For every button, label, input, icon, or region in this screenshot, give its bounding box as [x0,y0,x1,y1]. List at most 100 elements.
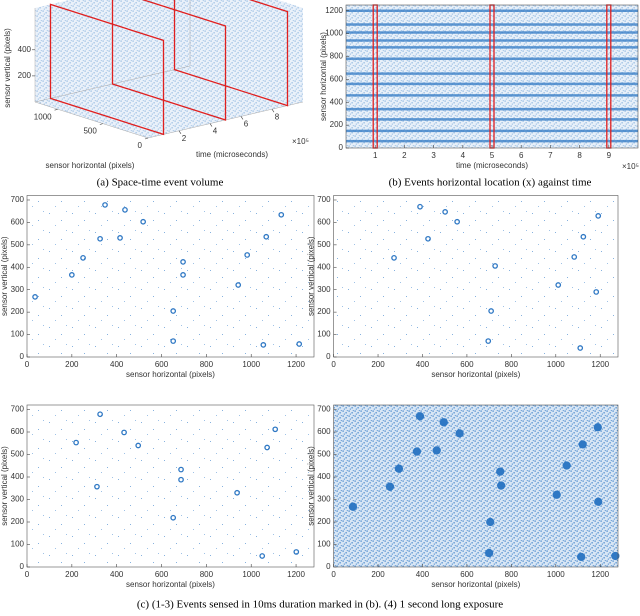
y-tick-label: 100 [11,330,25,339]
x-axis-label: time (microseconds) [456,161,528,170]
event-blob [32,294,38,300]
x-tick-label: 800 [505,570,519,579]
event-blob [121,429,127,436]
y-tick-label: 1000 [325,29,343,38]
x-tick-label: 600 [155,570,169,579]
y-tick [99,123,103,125]
event-blob [178,466,184,473]
y-tick-label: 500 [11,450,25,459]
x-axis-label: sensor horizontal (pixels) [431,580,520,589]
event-blob [432,446,441,455]
x-tick-label: 9 [607,151,612,160]
y-tick-label: 500 [11,240,25,249]
y-tick-label: 500 [317,450,331,459]
x-tick-label: 1200 [591,360,609,369]
x-tick-label: 1200 [287,360,305,369]
event-blob [234,489,240,496]
event-blob [170,308,177,314]
y-tick-label: 200 [317,517,331,526]
event-blob [117,235,123,241]
y-tick-label: 200 [317,307,331,316]
event-blob [140,218,146,225]
y-tick-label: 0 [138,141,143,150]
y-tick-label: 300 [317,495,331,504]
y-tick-label: 100 [317,330,331,339]
event-blob [102,202,108,208]
event-blob [611,551,620,561]
x-tick-label: 800 [200,570,214,579]
event-blob [180,259,186,265]
event-blob [417,203,423,210]
event-blob [593,423,602,432]
panel-caption: (a) Space-time event volume [97,177,224,189]
event-blob [496,481,506,490]
x-tick-label: 200 [65,360,79,369]
x-tick-label: 1200 [591,570,609,579]
z-axis-label: sensor vertical (pixels) [3,28,12,108]
y-axis-label: sensor horizontal (pixels) [319,32,328,121]
x-tick-label: 8 [577,151,582,160]
event-blob [296,341,303,347]
x-axis-label: sensor horizontal (pixels) [126,580,215,589]
event-blob [488,308,494,314]
x-tick-label: 600 [460,570,474,579]
y-tick-label: 200 [11,307,25,316]
x-multiplier: ×10⁵ [292,137,309,146]
y-tick-label: 0 [339,143,344,152]
noise-events [27,405,314,567]
event-blob [412,447,422,456]
event-blob [580,233,587,240]
x-tick-label: 400 [110,360,124,369]
event-blob [260,342,267,348]
y-tick-label: 200 [11,517,25,526]
event-blob [385,482,395,491]
event-blob [170,338,177,344]
x-tick-label: 6 [244,120,249,129]
y-tick-label: 700 [11,405,25,414]
y-tick-label: 1000 [34,112,52,121]
noise-events [333,405,618,567]
y-tick-label: 0 [326,562,331,571]
event-blob [562,461,571,470]
event-blob [348,502,358,511]
y-tick-label: 500 [83,127,97,136]
y-tick-label: 200 [330,120,344,129]
x-tick [271,109,275,113]
event-blob [593,289,600,295]
event-blob [278,211,285,218]
x-tick-label: 1000 [547,570,565,579]
y-axis-label: sensor horizontal (pixels) [46,161,135,170]
event-blob [571,254,578,260]
y-tick-label: 600 [330,74,344,83]
event-blob [552,490,561,499]
y-tick-label: 800 [330,52,344,61]
y-tick-label: 100 [11,540,25,549]
x-tick-label: 0 [331,360,336,369]
event-blob [135,442,142,449]
x-tick-label: 200 [371,360,385,369]
x-tick-label: 7 [548,151,553,160]
x-tick-label: 800 [505,360,519,369]
x-tick-label: 600 [155,360,169,369]
x-tick-label: 0 [331,570,336,579]
event-blob [122,207,128,213]
y-tick-label: 0 [20,352,25,361]
x-tick-label: 800 [200,360,214,369]
z-tick-label: 200 [18,71,32,80]
event-blob [577,345,584,351]
event-blob [455,429,464,438]
y-axis-label: sensor vertical (pixels) [0,236,9,316]
x-tick-label: 400 [110,570,124,579]
y-tick [144,137,149,140]
y-axis-label: sensor vertical (pixels) [307,236,316,316]
x-tick-label: 1200 [287,570,305,579]
y-tick-label: 700 [317,405,331,414]
figure-caption: (c) (1-3) Events sensed in 10ms duration… [137,599,503,611]
x-tick-label: 200 [371,570,385,579]
y-tick-label: 700 [11,195,25,204]
time-slice [49,3,165,136]
x-axis-label: time (microseconds) [196,150,268,159]
axes-frame [333,195,619,358]
